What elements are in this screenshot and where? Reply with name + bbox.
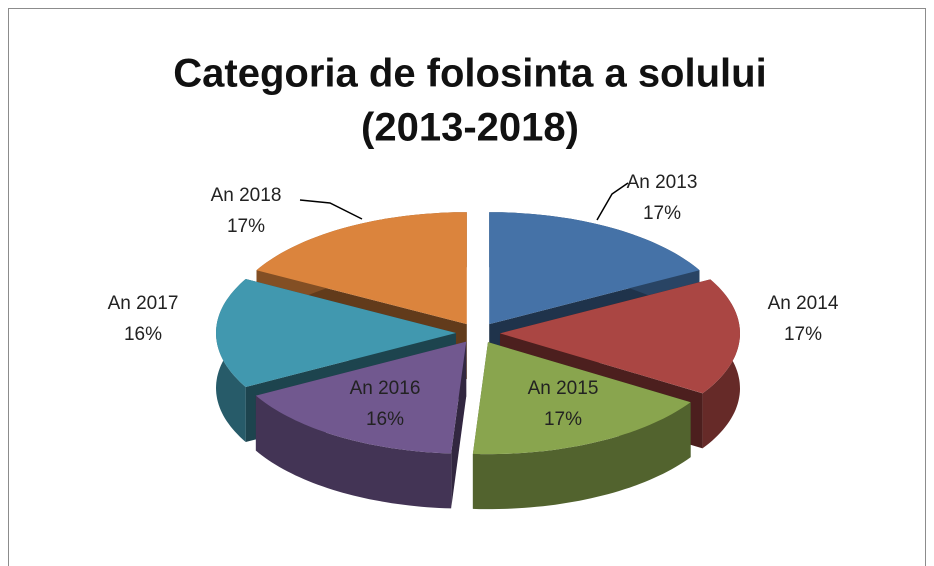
data-label: An 2016 (350, 378, 421, 399)
data-label: An 2014 (768, 293, 839, 314)
leader-line (299, 199, 363, 220)
chart-frame (8, 8, 926, 566)
data-label: 17% (643, 203, 681, 224)
slice (472, 342, 691, 455)
slice (256, 212, 467, 325)
pie (216, 212, 740, 510)
data-label: An 2018 (211, 185, 282, 206)
data-label: An 2017 (108, 293, 179, 314)
data-label: 17% (784, 324, 822, 345)
chart-title: (2013-2018) (361, 106, 579, 150)
data-label: 17% (544, 409, 582, 430)
data-label: 16% (124, 324, 162, 345)
leader-line (596, 182, 629, 221)
slice (255, 341, 467, 454)
data-label: An 2013 (627, 172, 698, 193)
data-label: 16% (366, 409, 404, 430)
slice (216, 279, 456, 387)
slice (499, 279, 740, 394)
data-label: 17% (227, 216, 265, 237)
slice (489, 212, 700, 325)
data-label: An 2015 (528, 378, 599, 399)
chart-title: Categoria de folosinta a solului (173, 52, 766, 96)
slice-wall (255, 395, 452, 509)
slice-wall (472, 402, 691, 510)
